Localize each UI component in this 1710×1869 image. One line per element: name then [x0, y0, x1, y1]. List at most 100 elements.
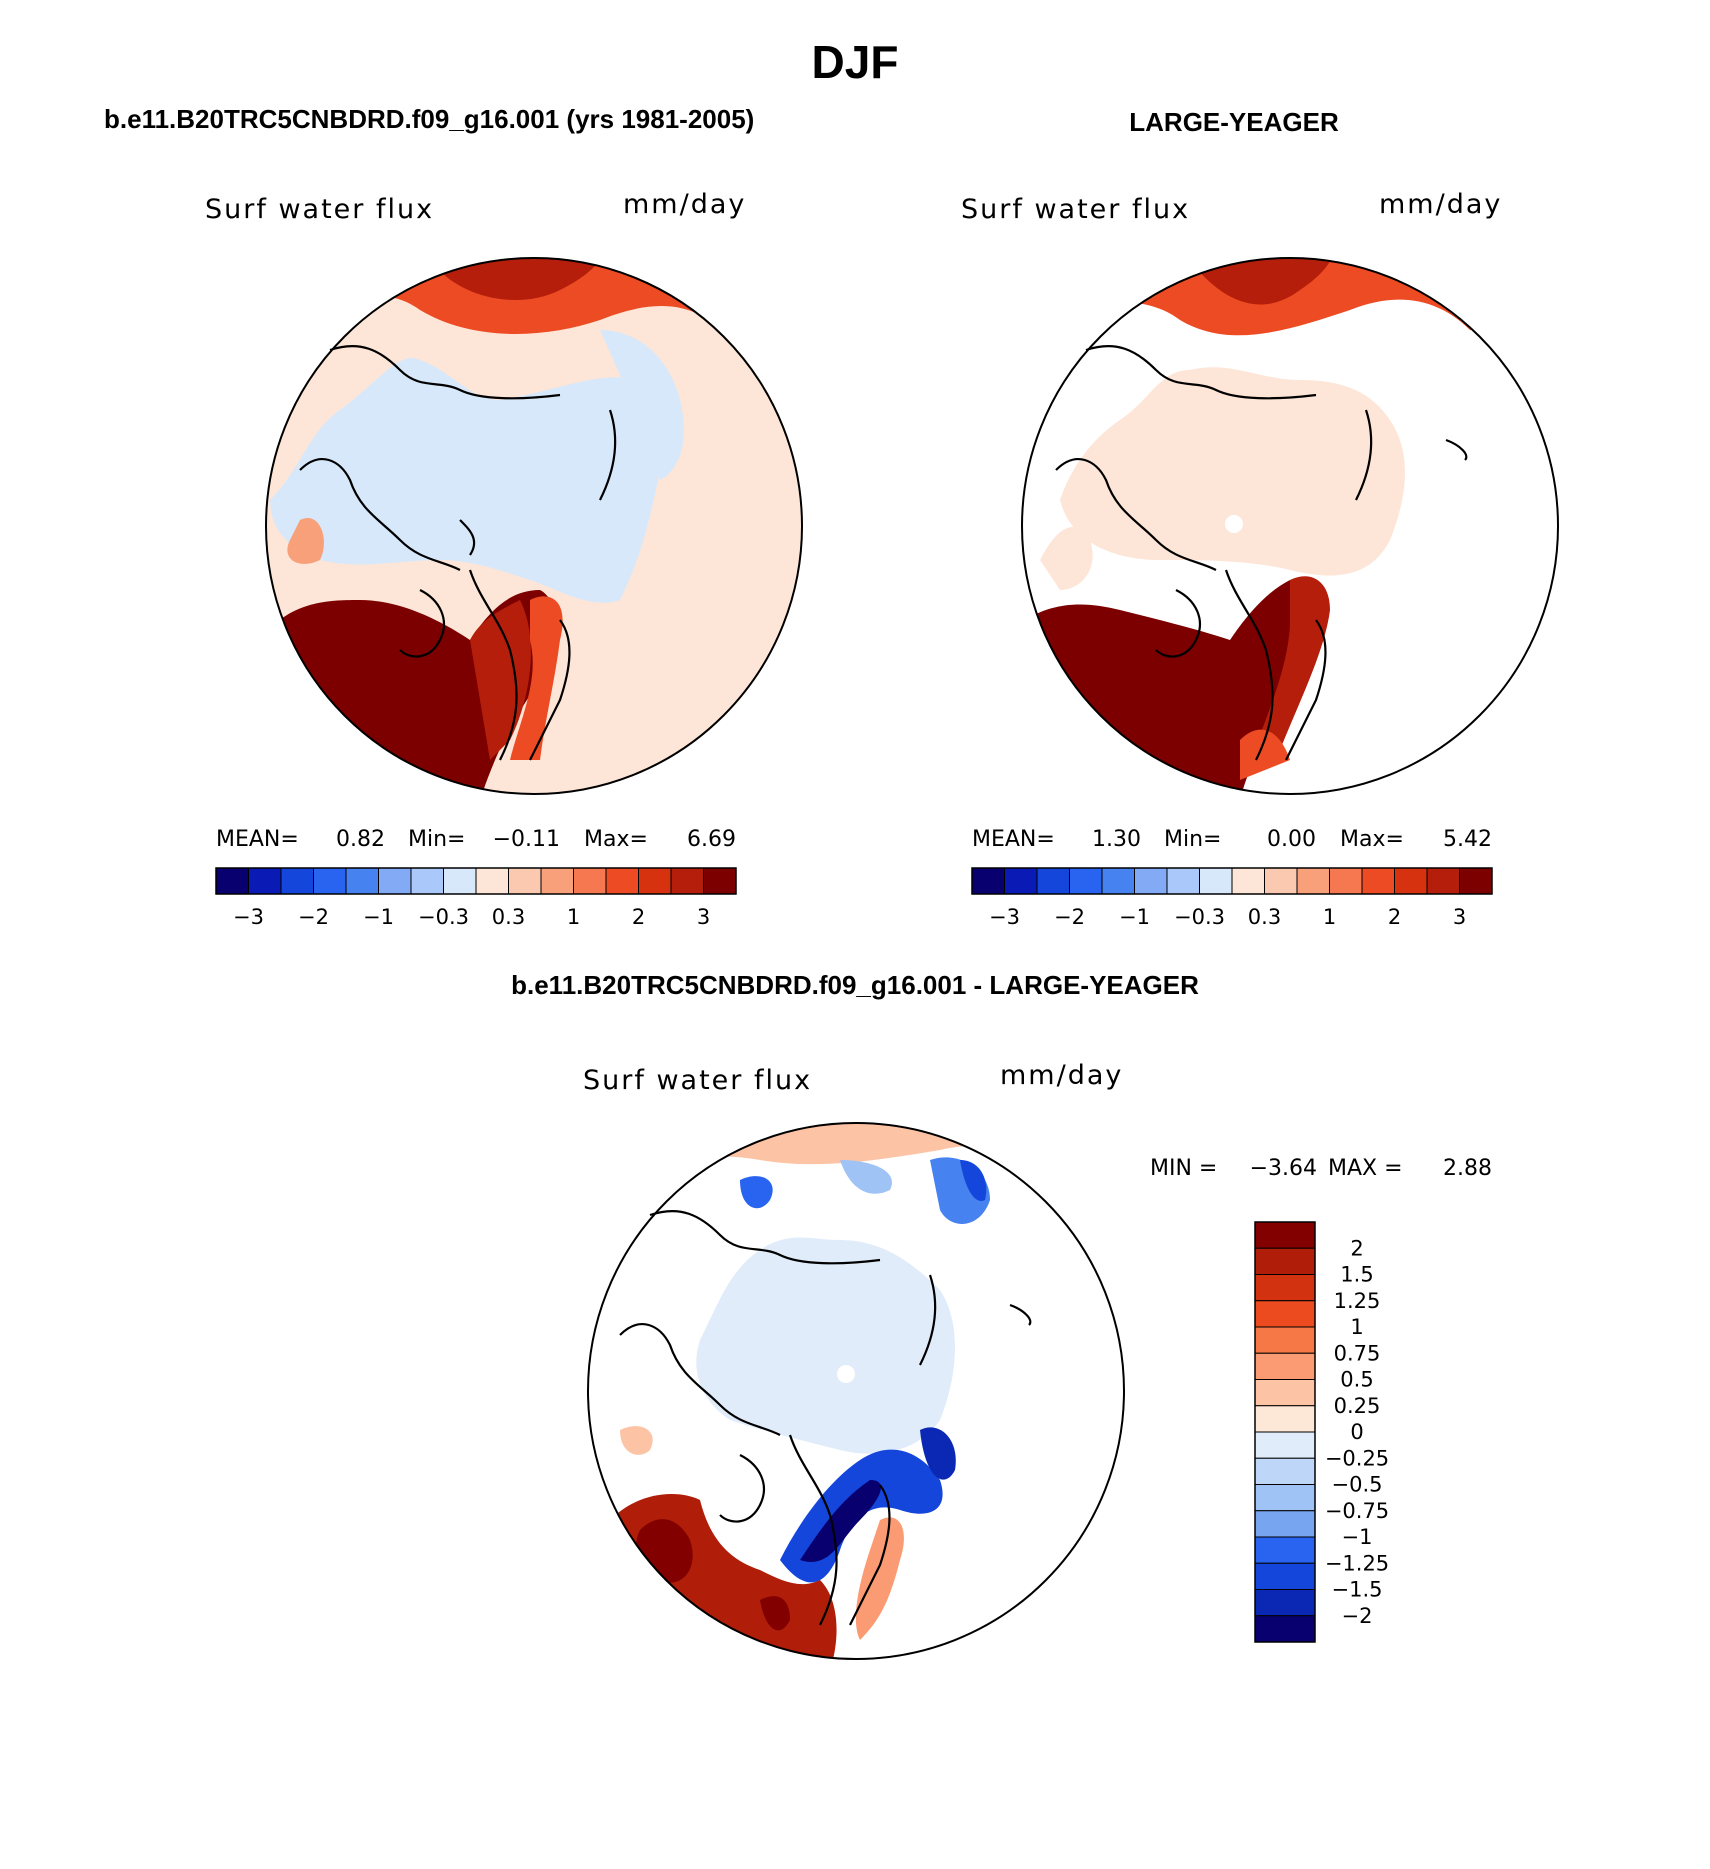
colorbar-obs-tick-label: 0.3	[1248, 905, 1281, 929]
colorbar-obs-swatch	[1231, 867, 1265, 895]
colorbar-case-swatch	[378, 867, 412, 895]
colorbar-difference-tick-label: 1	[1350, 1315, 1363, 1339]
difference-min-value: −3.64	[1250, 1156, 1317, 1181]
colorbar-case-swatch	[280, 867, 314, 895]
colorbar-difference-swatch	[1254, 1562, 1316, 1590]
difference-max-label: MAX =	[1328, 1156, 1403, 1181]
colorbar-difference-swatch	[1254, 1379, 1316, 1407]
page-title: DJF	[812, 36, 899, 88]
colorbar-case-tick-label: −0.3	[418, 905, 469, 929]
colorbar-obs-swatch	[1036, 867, 1070, 895]
case-mean-value: 0.82	[336, 827, 385, 852]
colorbar-difference-tick-label: 0.25	[1334, 1394, 1381, 1418]
colorbar-difference-swatch	[1254, 1221, 1316, 1249]
colorbar-difference-tick-label: −0.75	[1325, 1499, 1389, 1523]
colorbar-difference-swatch	[1254, 1247, 1316, 1275]
colorbar-difference-swatch	[1254, 1352, 1316, 1380]
panel-obs-units: mm/day	[1379, 189, 1502, 220]
colorbar-obs-swatch	[1459, 867, 1493, 895]
obs-mean-value: 1.30	[1092, 827, 1141, 852]
colorbar-difference-swatch	[1254, 1457, 1316, 1485]
colorbar-case-swatch	[248, 867, 282, 895]
colorbar-case-swatch	[605, 867, 639, 895]
colorbar-obs-tick-label: −0.3	[1174, 905, 1225, 929]
colorbar-difference-tick-label: −2	[1342, 1604, 1373, 1628]
map-difference	[587, 1122, 1125, 1660]
case-mean-label: MEAN=	[216, 827, 299, 852]
colorbar-case-tick-label: 0.3	[492, 905, 525, 929]
obs-max-value: 5.42	[1443, 827, 1492, 852]
stats-difference: MIN = −3.64 MAX = 2.88	[1150, 1156, 1492, 1181]
colorbar-case-swatch	[670, 867, 704, 895]
colorbar-obs-tick-label: 1	[1323, 905, 1336, 929]
colorbar-difference-swatch	[1254, 1431, 1316, 1459]
difference-max-value: 2.88	[1443, 1156, 1492, 1181]
colorbar-obs: −3 −2 −1 −0.3 0.3 1 2 3	[971, 867, 1493, 929]
colorbar-difference-swatch	[1254, 1536, 1316, 1564]
obs-min-value: 0.00	[1267, 827, 1316, 852]
difference-min-label: MIN =	[1150, 1156, 1217, 1181]
colorbar-difference-tick-label: −1	[1342, 1525, 1373, 1549]
colorbar-obs-swatch	[1199, 867, 1233, 895]
colorbar-case-tick-label: 2	[632, 905, 645, 929]
difference-units: mm/day	[1000, 1060, 1123, 1091]
colorbar-difference-swatch	[1254, 1405, 1316, 1433]
panel-case-units: mm/day	[623, 189, 746, 220]
colorbar-difference-tick-label: −0.25	[1325, 1446, 1389, 1470]
difference-title: b.e11.B20TRC5CNBDRD.f09_g16.001 - LARGE-…	[511, 970, 1199, 1000]
colorbar-case-swatch	[475, 867, 509, 895]
colorbar-obs-swatch	[1361, 867, 1395, 895]
colorbar-difference-swatch	[1254, 1615, 1316, 1643]
colorbar-difference-swatch	[1254, 1510, 1316, 1538]
colorbar-obs-swatch	[1069, 867, 1103, 895]
colorbar-obs-swatch	[1004, 867, 1038, 895]
colorbar-difference-tick-label: −0.5	[1332, 1473, 1383, 1497]
colorbar-case-frame	[215, 867, 737, 895]
colorbar-obs-tick-label: 3	[1453, 905, 1466, 929]
colorbar-difference-swatch	[1254, 1274, 1316, 1302]
colorbar-obs-tick-label: −3	[989, 905, 1020, 929]
colorbar-obs-swatch	[1394, 867, 1428, 895]
panel-obs-title: LARGE-YEAGER	[1129, 107, 1339, 137]
colorbar-difference-tick-label: −1.5	[1332, 1578, 1383, 1602]
colorbar-obs-swatch	[1426, 867, 1460, 895]
colorbar-case-tick-label: −1	[363, 905, 394, 929]
colorbar-difference: 21.51.2510.750.50.250−0.25−0.5−0.75−1−1.…	[1254, 1221, 1389, 1643]
colorbar-case-tick-label: −3	[233, 905, 264, 929]
colorbar-case-tick-label: 3	[697, 905, 710, 929]
colorbar-case-swatch	[540, 867, 574, 895]
colorbar-case-swatch	[313, 867, 347, 895]
map-case	[265, 257, 803, 795]
case-min-label: Min=	[408, 827, 465, 852]
colorbar-case-swatch	[345, 867, 379, 895]
colorbar-case-swatch	[215, 867, 249, 895]
case-max-label: Max=	[584, 827, 648, 852]
colorbar-difference-tick-label: 1.5	[1340, 1263, 1373, 1287]
colorbar-difference-tick-label: 0	[1350, 1420, 1363, 1444]
colorbar-obs-swatch	[1296, 867, 1330, 895]
map-obs	[1021, 257, 1559, 795]
colorbar-obs-frame	[971, 867, 1493, 895]
obs-min-label: Min=	[1164, 827, 1221, 852]
difference-variable: Surf water flux	[583, 1065, 812, 1096]
panel-case-variable: Surf water flux	[205, 194, 434, 225]
colorbar-difference-frame	[1254, 1221, 1316, 1643]
colorbar-obs-swatch	[1101, 867, 1135, 895]
colorbar-case-tick-label: −2	[298, 905, 329, 929]
panel-case-title: b.e11.B20TRC5CNBDRD.f09_g16.001 (yrs 198…	[104, 104, 754, 134]
colorbar-obs-swatch	[1329, 867, 1363, 895]
colorbar-case-swatch	[638, 867, 672, 895]
colorbar-case-swatch	[443, 867, 477, 895]
colorbar-difference-swatch	[1254, 1589, 1316, 1617]
colorbar-difference-tick-label: 0.5	[1340, 1368, 1373, 1392]
colorbar-obs-tick-label: 2	[1388, 905, 1401, 929]
stats-obs: MEAN= 1.30 Min= 0.00 Max= 5.42	[972, 827, 1492, 852]
colorbar-difference-tick-label: −1.25	[1325, 1551, 1389, 1575]
colorbar-case-swatch	[703, 867, 737, 895]
colorbar-obs-tick-label: −2	[1054, 905, 1085, 929]
colorbar-difference-swatch	[1254, 1300, 1316, 1328]
colorbar-difference-tick-label: 0.75	[1334, 1341, 1381, 1365]
case-min-value: −0.11	[493, 827, 560, 852]
case-max-value: 6.69	[687, 827, 736, 852]
